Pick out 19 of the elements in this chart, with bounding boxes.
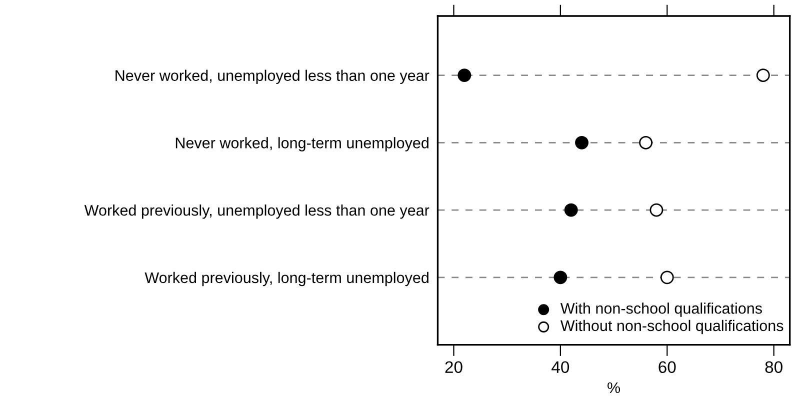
legend-label: Without non-school qualifications [560, 320, 784, 334]
point [554, 270, 568, 284]
y-tick-label: Worked previously, unemployed less than one year [84, 204, 430, 219]
point [564, 203, 578, 217]
point [575, 136, 588, 150]
y-tick-label: Never worked, long-term unemployed [176, 137, 428, 152]
point [458, 68, 472, 82]
x-tick-label: 60 [658, 361, 676, 374]
point [660, 270, 674, 284]
point [650, 203, 664, 217]
point [639, 136, 652, 150]
x-axis-title: % [608, 382, 620, 394]
x-tick-label: 20 [445, 361, 462, 374]
y-tick-label: Worked previously, long-term unemployed [144, 272, 428, 286]
x-tick-label: 80 [765, 361, 782, 374]
point [756, 68, 770, 82]
x-tick-label: 40 [552, 361, 570, 374]
y-tick-label: Never worked, unemployed less than one year [116, 70, 430, 84]
legend-label: With non-school qualifications [560, 302, 762, 317]
